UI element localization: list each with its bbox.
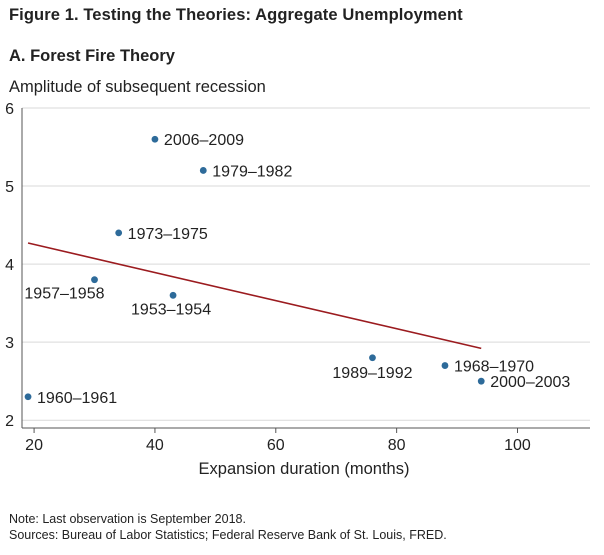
data-point-label: 1953–1954: [131, 301, 211, 318]
data-point: [169, 291, 177, 299]
scatter-chart: 2 3 4 5 6 20 40 60 80 100 Expansion duration (mont…: [5, 101, 590, 478]
data-point: [151, 135, 159, 143]
panel-title: A. Forest Fire Theory: [9, 47, 175, 65]
data-point-label: 1957–1958: [24, 286, 104, 303]
y-tick-label: 2: [5, 413, 14, 430]
sources-text: Sources: Bureau of Labor Statistics; Fed…: [9, 528, 447, 542]
data-point: [24, 393, 32, 401]
y-tick-label: 3: [5, 335, 14, 352]
data-point: [477, 377, 485, 385]
y-tick-label: 4: [5, 257, 14, 274]
data-point: [369, 354, 376, 362]
data-point-label: 1960–1961: [37, 390, 117, 407]
data-point: [115, 229, 123, 237]
y-tick-label: 5: [5, 179, 14, 196]
x-axis-label: Expansion duration (months): [199, 460, 410, 478]
data-point: [91, 276, 98, 284]
figure-title: Figure 1. Testing the Theories: Aggregat…: [9, 6, 463, 24]
data-point-label: 2000–2003: [490, 374, 570, 391]
data-point: [441, 362, 449, 369]
x-tick-label: 100: [504, 437, 531, 454]
x-tick-label: 20: [25, 437, 43, 454]
data-point-label: 1973–1975: [128, 226, 208, 243]
x-tick-label: 60: [267, 437, 285, 454]
notes: Note: Last observation is September 2018…: [9, 511, 447, 543]
data-point-label: 1989–1992: [332, 365, 412, 382]
data-point: [199, 167, 207, 174]
note-text: Note: Last observation is September 2018…: [9, 512, 246, 526]
data-point-label: 1979–1982: [212, 163, 292, 180]
data-point-label: 2006–2009: [164, 132, 244, 149]
x-tick-label: 80: [388, 437, 406, 454]
y-tick-label: 6: [5, 101, 14, 118]
data-point-label: 1968–1970: [454, 359, 534, 376]
trend-line: [27, 242, 482, 350]
y-axis-label: Amplitude of subsequent recession: [9, 78, 266, 96]
x-tick-label: 40: [146, 437, 164, 454]
